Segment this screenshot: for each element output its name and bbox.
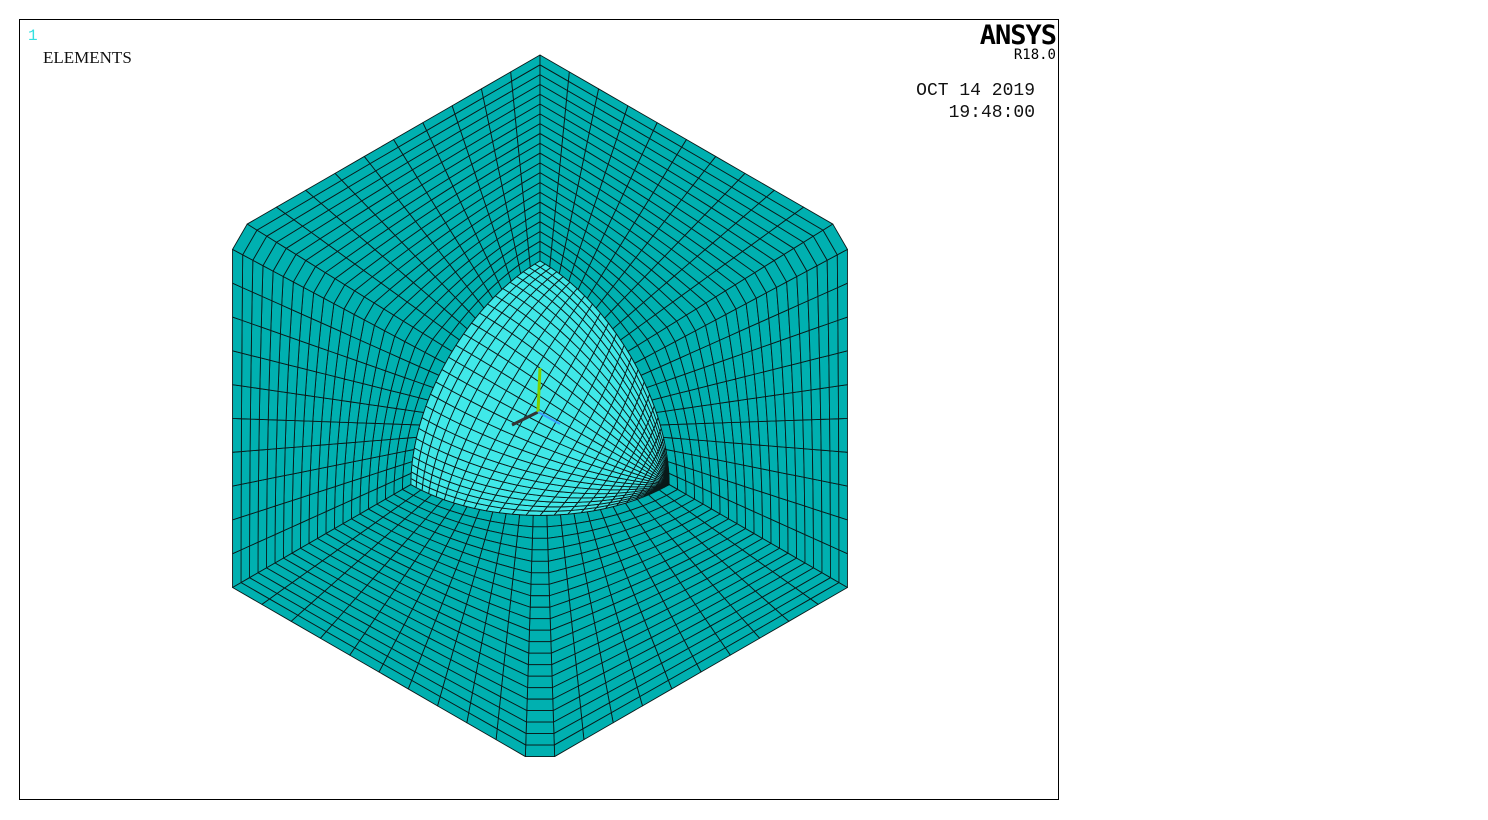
element-mesh [232,54,848,757]
version-label: R18.0 [1013,47,1056,63]
plot-time: 19:48:00 [948,103,1035,123]
plot-date: OCT 14 2019 [916,81,1035,101]
mesh-plot[interactable] [20,20,1058,799]
ansys-logo: ANSYS [979,20,1057,51]
graphics-window[interactable]: 1 ELEMENTS ANSYS R18.0 OCT 14 2019 19:48… [19,19,1059,800]
axis-triad-icon [511,367,561,427]
window-number: 1 [28,27,38,45]
plot-type-label: ELEMENTS [43,48,132,67]
